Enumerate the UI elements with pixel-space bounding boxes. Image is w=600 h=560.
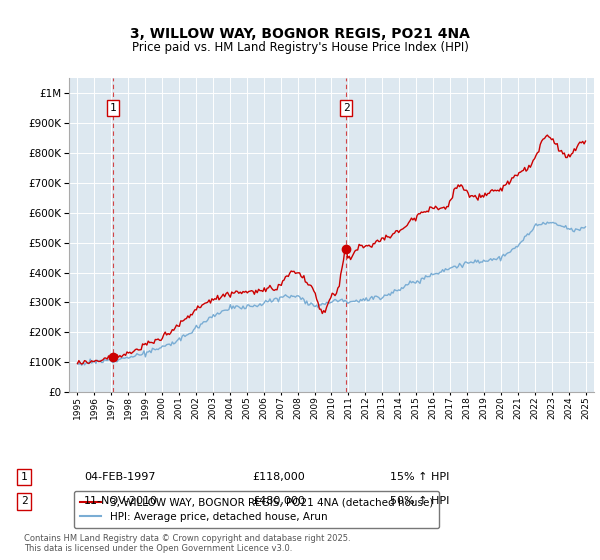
Text: Contains HM Land Registry data © Crown copyright and database right 2025.
This d: Contains HM Land Registry data © Crown c… xyxy=(24,534,350,553)
Text: 50% ↑ HPI: 50% ↑ HPI xyxy=(390,496,449,506)
Text: 1: 1 xyxy=(20,472,28,482)
Text: 3, WILLOW WAY, BOGNOR REGIS, PO21 4NA: 3, WILLOW WAY, BOGNOR REGIS, PO21 4NA xyxy=(130,27,470,41)
Text: 2: 2 xyxy=(20,496,28,506)
Text: 15% ↑ HPI: 15% ↑ HPI xyxy=(390,472,449,482)
Text: 11-NOV-2010: 11-NOV-2010 xyxy=(84,496,158,506)
Text: £118,000: £118,000 xyxy=(252,472,305,482)
Text: 04-FEB-1997: 04-FEB-1997 xyxy=(84,472,155,482)
Text: 2: 2 xyxy=(343,103,349,113)
Legend: 3, WILLOW WAY, BOGNOR REGIS, PO21 4NA (detached house), HPI: Average price, deta: 3, WILLOW WAY, BOGNOR REGIS, PO21 4NA (d… xyxy=(74,491,439,528)
Text: £480,000: £480,000 xyxy=(252,496,305,506)
Text: Price paid vs. HM Land Registry's House Price Index (HPI): Price paid vs. HM Land Registry's House … xyxy=(131,40,469,54)
Text: 1: 1 xyxy=(109,103,116,113)
